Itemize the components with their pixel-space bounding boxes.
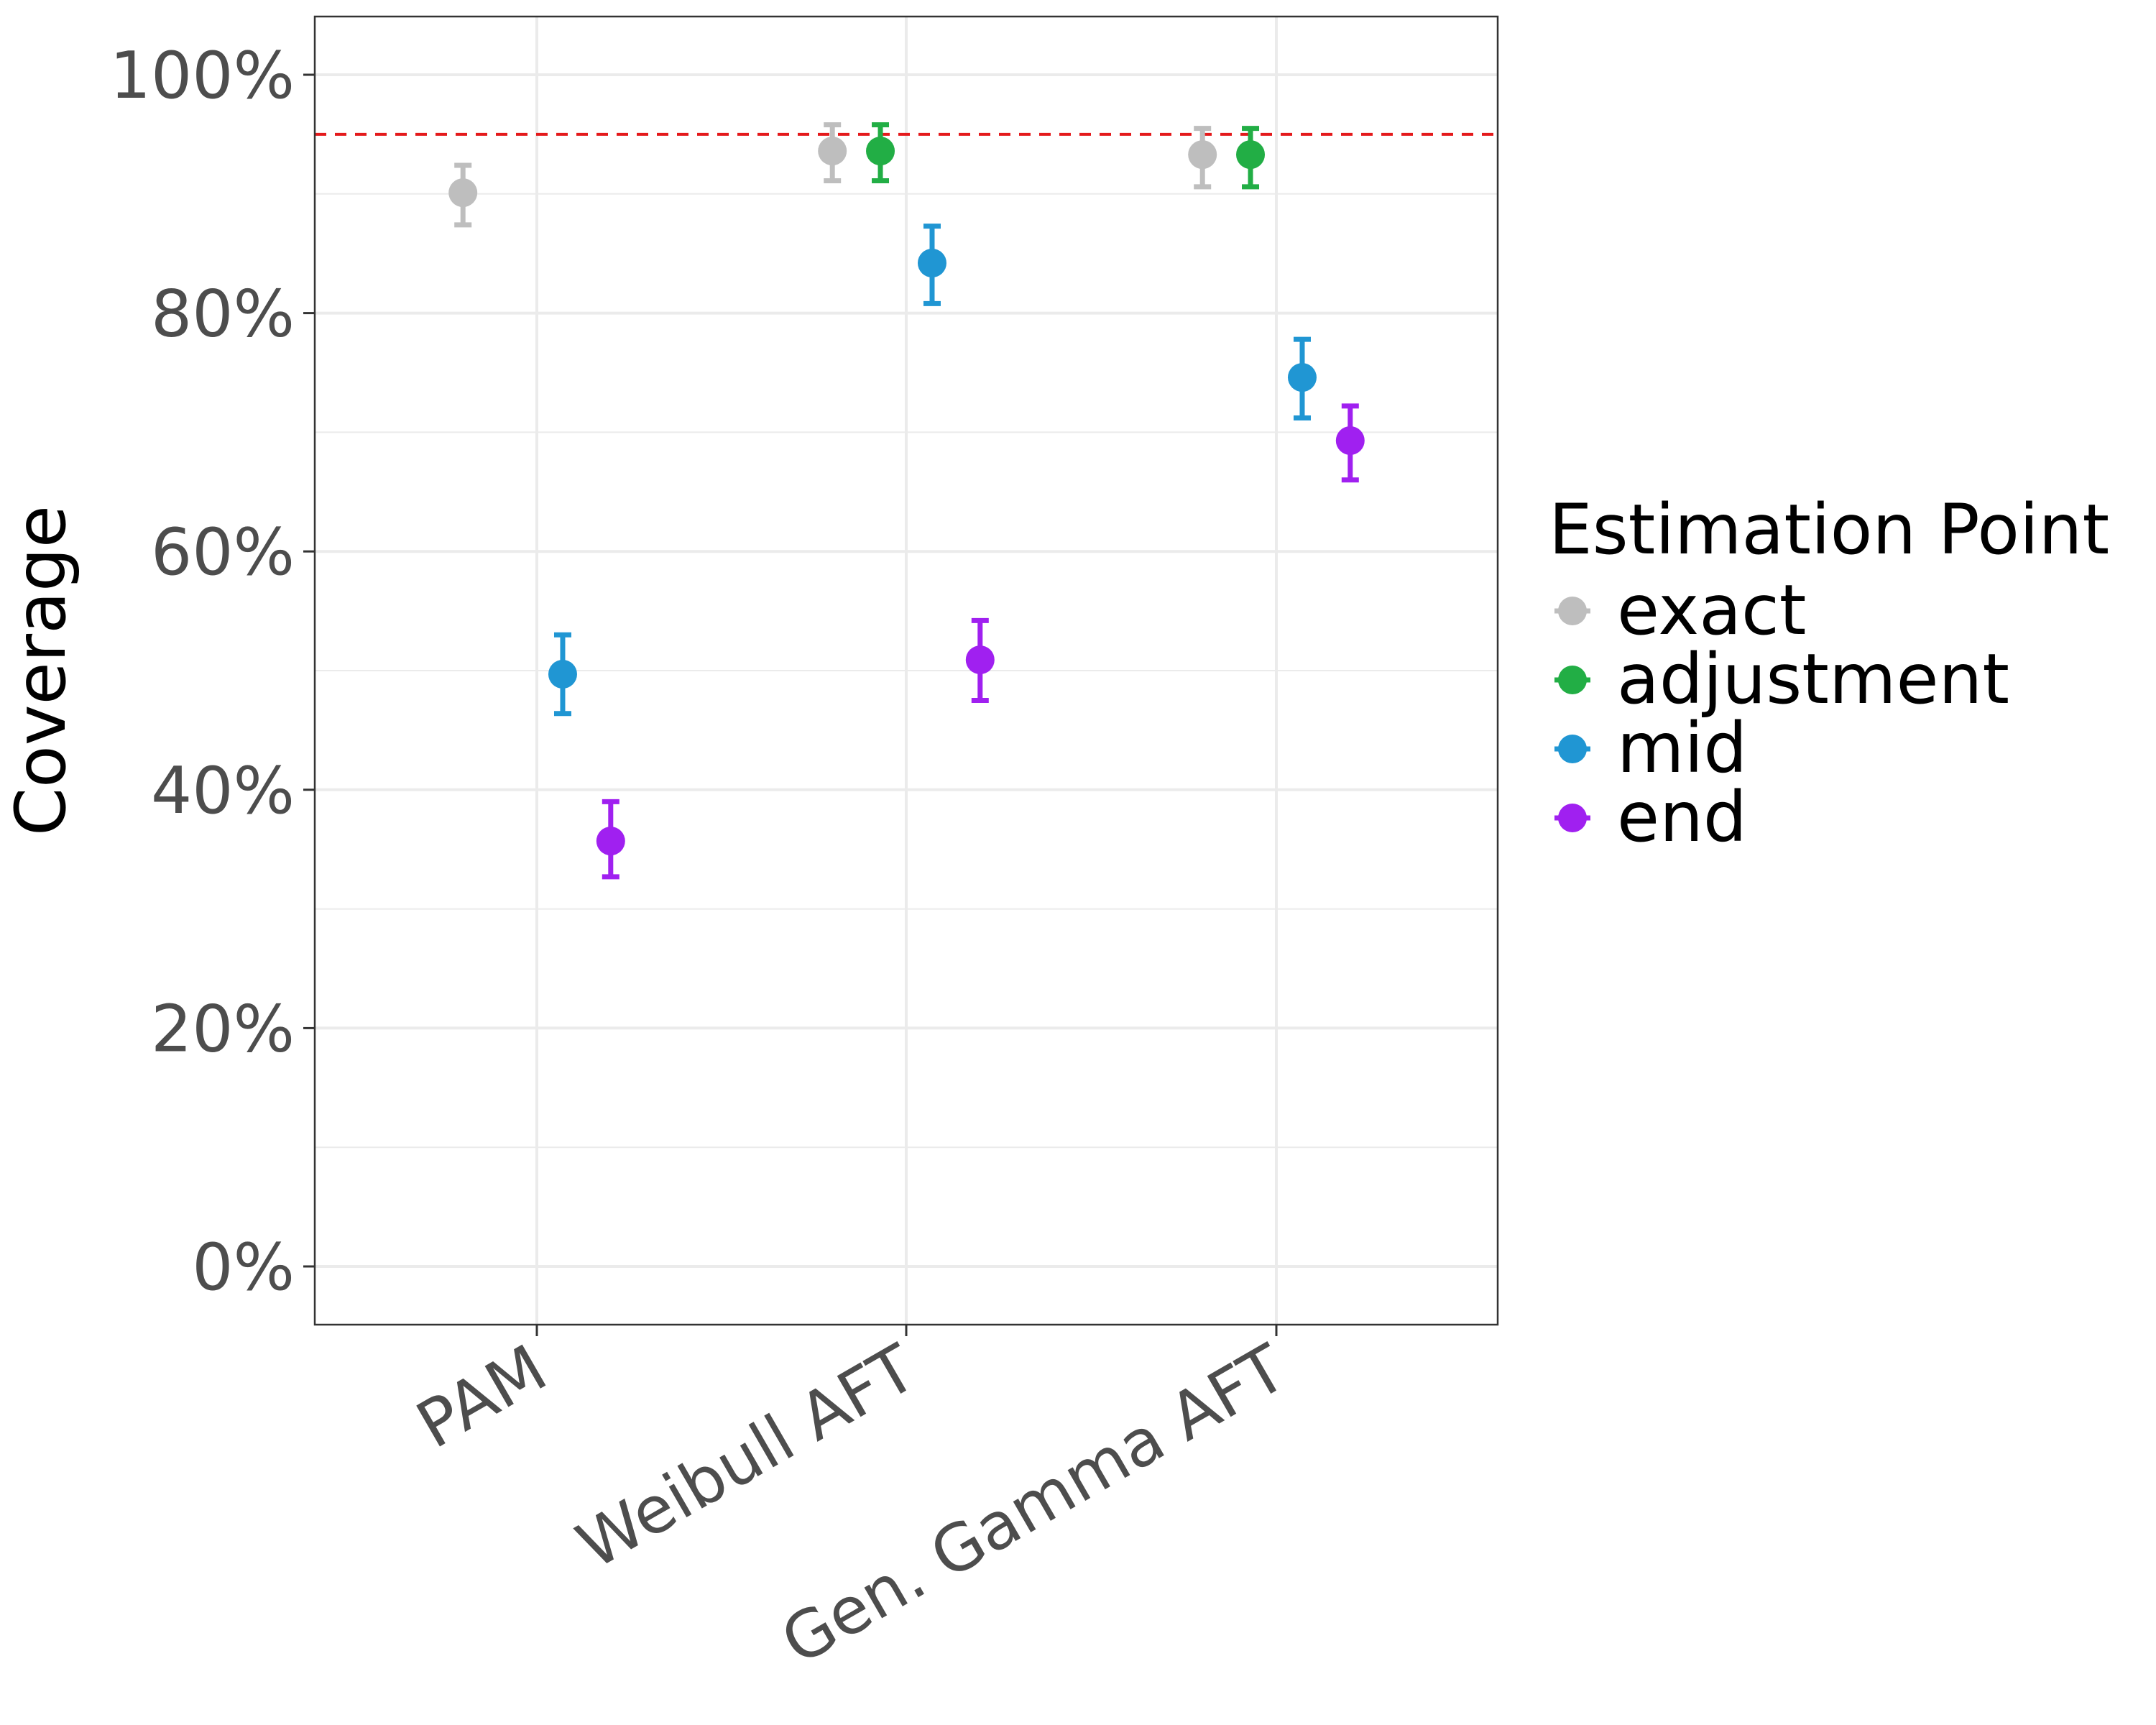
data-point-exact (448, 178, 478, 208)
y-tick-label: 80% (151, 277, 295, 352)
legend-key-point (1558, 804, 1587, 832)
y-tick-label: 60% (151, 515, 295, 590)
x-tick-label: Weibull AFT (565, 1330, 929, 1584)
data-point-end (596, 827, 625, 856)
point-group-end (596, 799, 625, 880)
y-axis-title: Coverage (1, 505, 81, 836)
x-tick-label: PAM (405, 1330, 559, 1463)
data-point-mid (1287, 363, 1317, 392)
y-tick-label: 0% (192, 1230, 295, 1305)
legend-label-mid: mid (1617, 708, 1747, 788)
point-group-adjustment (866, 122, 895, 184)
data-point-adjustment (1236, 140, 1266, 170)
point-group-end (1335, 403, 1365, 483)
data-point-exact (818, 137, 847, 166)
legend-item-exact: exact (1554, 570, 1806, 650)
point-group-mid (1287, 336, 1317, 421)
data-point-adjustment (866, 137, 895, 166)
point-group-exact (818, 122, 847, 184)
legend-key-point (1558, 597, 1587, 625)
point-group-exact (448, 162, 478, 228)
legend-label-end: end (1617, 777, 1747, 857)
legend-title: Estimation Point (1549, 489, 2109, 570)
y-tick-label: 100% (110, 38, 295, 114)
legend-key-point (1558, 666, 1587, 694)
point-group-adjustment (1236, 126, 1266, 190)
grid-lines (315, 17, 1498, 1325)
legend-item-mid: mid (1554, 708, 1747, 788)
legend-item-end: end (1554, 777, 1747, 857)
legend-label-adjustment: adjustment (1617, 639, 2009, 719)
data-point-end (1335, 426, 1365, 456)
point-group-mid (917, 224, 946, 306)
data-point-mid (917, 248, 946, 277)
legend-label-exact: exact (1617, 570, 1806, 650)
data-point-end (965, 645, 995, 675)
data-points (448, 122, 1365, 880)
point-group-end (965, 617, 995, 703)
data-point-exact (1188, 140, 1217, 170)
legend-key-point (1558, 735, 1587, 763)
point-group-exact (1188, 126, 1217, 190)
point-group-mid (548, 632, 577, 717)
legend-item-adjustment: adjustment (1554, 639, 2009, 719)
y-tick-label: 40% (151, 753, 295, 829)
y-tick-label: 20% (151, 991, 295, 1067)
data-point-mid (548, 659, 577, 689)
